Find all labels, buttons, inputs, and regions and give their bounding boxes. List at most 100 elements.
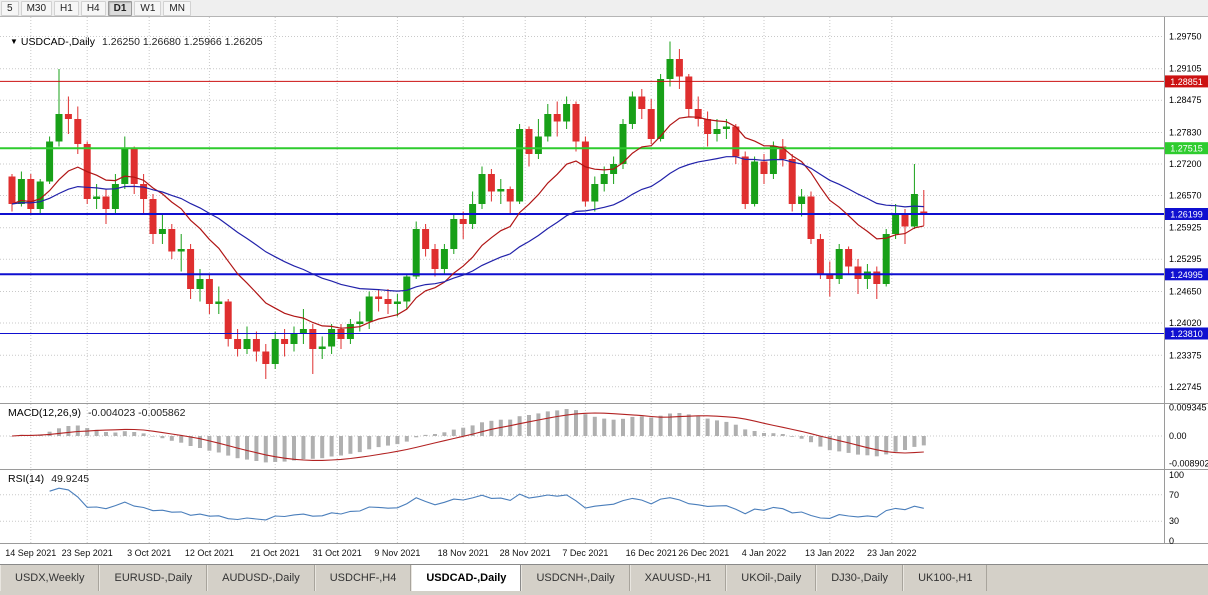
macd-histogram-bar — [357, 436, 362, 453]
candle-body — [55, 114, 63, 142]
candle-body — [36, 181, 44, 209]
candle-body — [346, 324, 354, 339]
candle-body — [769, 146, 777, 174]
date-label: 26 Dec 2021 — [678, 548, 729, 558]
macd-histogram-bar — [921, 436, 926, 446]
candle-body — [215, 301, 223, 304]
price-axis-label: 1.29105 — [1169, 64, 1202, 74]
candle-body — [187, 249, 195, 289]
macd-histogram-bar — [865, 436, 870, 456]
macd-histogram-bar — [686, 414, 691, 436]
chart-title-symbol: USDCAD-,Daily — [20, 36, 96, 48]
macd-histogram-bar — [310, 436, 315, 459]
candle-body — [252, 339, 260, 352]
macd-histogram-bar — [527, 415, 531, 436]
macd-histogram-bar — [235, 436, 240, 459]
macd-histogram-bar — [179, 436, 184, 443]
candle-body — [544, 114, 552, 137]
candle-body — [158, 229, 166, 234]
macd-histogram-bar — [376, 436, 381, 448]
period-button-5[interactable]: 5 — [1, 0, 19, 16]
macd-histogram-bar — [715, 420, 719, 436]
macd-values: -0.004023 -0.005862 — [87, 407, 186, 419]
tab-usdcnh-daily[interactable]: USDCNH-,Daily — [521, 565, 630, 591]
macd-histogram-bar — [837, 436, 842, 452]
period-button-d1[interactable]: D1 — [107, 0, 133, 16]
candle-body — [74, 119, 82, 144]
candle-body — [487, 174, 495, 192]
macd-histogram-bar — [320, 436, 325, 459]
date-label: 3 Oct 2021 — [127, 548, 171, 558]
macd-histogram-bar — [545, 411, 550, 436]
macd-histogram-bar — [574, 410, 578, 436]
candle-body — [17, 179, 25, 204]
candle-body — [619, 124, 627, 164]
price-axis-label: 1.28475 — [1169, 95, 1202, 105]
candle-body — [27, 179, 35, 209]
macd-histogram-bar — [809, 436, 813, 443]
macd-histogram-bar — [395, 436, 400, 445]
tab-usdcad-daily[interactable]: USDCAD-,Daily — [411, 565, 522, 591]
macd-histogram-bar — [799, 436, 804, 439]
candle-body — [657, 79, 665, 139]
tab-uk100-h1[interactable]: UK100-,H1 — [903, 565, 988, 591]
period-button-mn[interactable]: MN — [163, 0, 191, 16]
candle-body — [798, 196, 806, 204]
candle-body — [478, 174, 486, 204]
candle-body — [760, 161, 768, 174]
macd-histogram-bar — [414, 436, 419, 438]
candle-body — [196, 279, 204, 289]
date-label: 23 Sep 2021 — [62, 548, 113, 558]
price-line-badge — [1165, 268, 1208, 281]
candle-body — [563, 104, 571, 122]
chart-svg[interactable]: 1.29750 1.29105 1.28475 1.27830 1.27200 1.265… — [0, 17, 1208, 564]
macd-histogram-bar — [348, 436, 353, 454]
candle-body — [393, 301, 401, 304]
date-label: 31 Oct 2021 — [313, 548, 362, 558]
tab-usdchf-h4[interactable]: USDCHF-,H4 — [314, 565, 412, 591]
candle-body — [581, 141, 589, 202]
candle-body — [318, 346, 326, 349]
macd-histogram-bar — [169, 436, 174, 441]
symbol-list-icon[interactable]: ▼ — [10, 37, 18, 46]
candle-body — [431, 249, 439, 269]
macd-axis-label: 0.00 — [1169, 431, 1187, 441]
macd-histogram-bar — [602, 418, 607, 436]
candle-body — [553, 114, 561, 122]
macd-histogram-bar — [658, 415, 663, 436]
tab-audusd-daily[interactable]: AUDUSD-,Daily — [207, 565, 315, 591]
period-button-h1[interactable]: H1 — [54, 0, 79, 16]
macd-histogram-bar — [10, 436, 14, 437]
chart-area[interactable]: 1.29750 1.29105 1.28475 1.27830 1.27200 1.265… — [0, 17, 1208, 564]
macd-histogram-bar — [85, 428, 90, 436]
period-button-w1[interactable]: W1 — [134, 0, 162, 16]
price-line-badge-label: 1.24995 — [1170, 270, 1203, 280]
price-axis-label: 1.25925 — [1169, 223, 1202, 233]
candle-body — [450, 219, 458, 249]
price-axis-label: 1.23375 — [1169, 350, 1202, 360]
rsi-line — [49, 487, 924, 521]
tab-usdx-weekly[interactable]: USDX,Weekly — [0, 565, 100, 591]
macd-histogram-bar — [508, 419, 513, 436]
candle-body — [910, 194, 918, 227]
candle-body — [751, 161, 759, 204]
tab-ukoil-daily[interactable]: UKOil-,Daily — [726, 565, 817, 591]
macd-histogram-bar — [94, 429, 99, 436]
tab-eurusd-daily[interactable]: EURUSD-,Daily — [99, 565, 208, 591]
date-label: 4 Jan 2022 — [742, 548, 787, 558]
macd-histogram-bar — [263, 436, 268, 463]
rsi-indicator-name: RSI(14) — [8, 473, 45, 485]
period-button-h4[interactable]: H4 — [80, 0, 106, 16]
period-button-m30[interactable]: M30 — [20, 0, 53, 16]
macd-histogram-bar — [122, 431, 127, 436]
macd-histogram-bar — [903, 436, 907, 450]
price-axis-label: 1.27830 — [1169, 128, 1202, 138]
candle-body — [666, 59, 674, 79]
candle-body — [205, 279, 213, 304]
tab-dj30-daily[interactable]: DJ30-,Daily — [816, 565, 904, 591]
candle-body — [741, 156, 749, 204]
candle-body — [328, 329, 336, 347]
tab-xauusd-h1[interactable]: XAUUSD-,H1 — [629, 565, 727, 591]
macd-histogram-bar — [912, 436, 917, 447]
candle-body — [224, 301, 232, 339]
